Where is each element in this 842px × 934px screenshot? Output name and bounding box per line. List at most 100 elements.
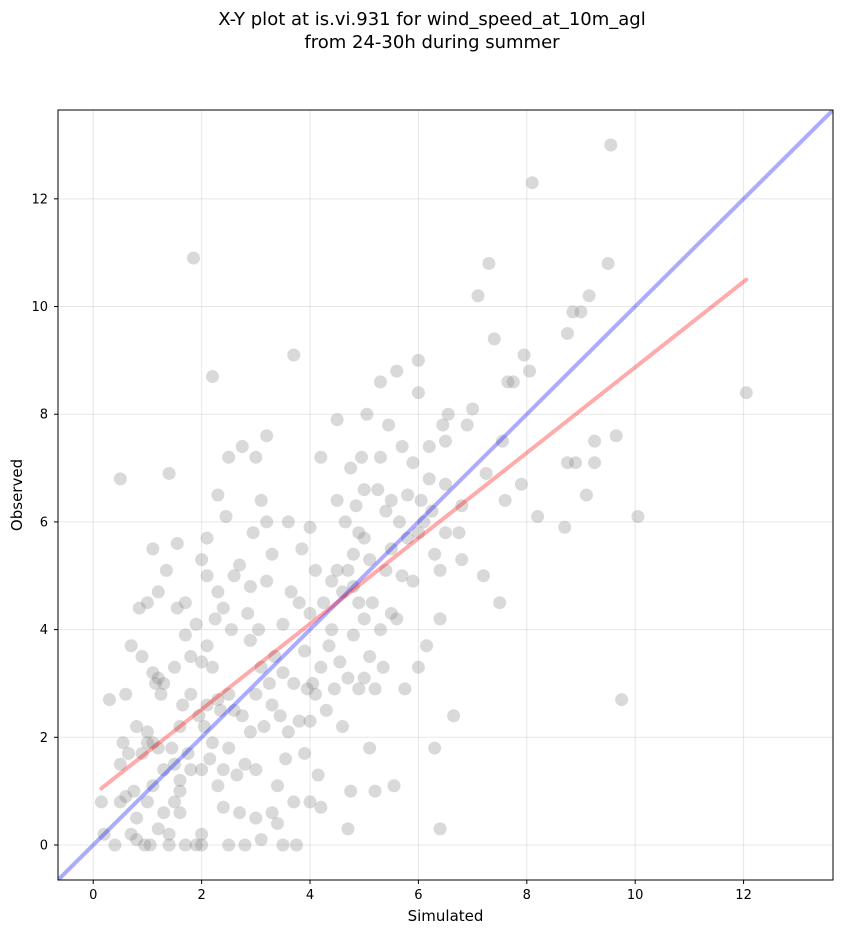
data-point xyxy=(344,784,358,798)
data-point xyxy=(157,806,171,820)
data-point xyxy=(441,407,455,421)
data-point xyxy=(138,838,152,852)
data-point xyxy=(235,709,249,723)
data-point xyxy=(219,510,233,524)
data-point xyxy=(119,687,133,701)
data-point xyxy=(357,531,371,545)
data-point xyxy=(146,736,160,750)
data-point xyxy=(124,827,138,841)
data-point xyxy=(127,784,141,798)
data-point xyxy=(300,682,314,696)
data-point xyxy=(281,725,295,739)
data-point xyxy=(235,440,249,454)
data-point xyxy=(233,806,247,820)
data-point xyxy=(246,526,260,540)
data-point xyxy=(243,725,257,739)
data-point xyxy=(149,676,163,690)
x-tick-label: 8 xyxy=(523,888,531,903)
data-point xyxy=(227,569,241,583)
x-axis-label: Simulated xyxy=(408,907,484,925)
x-tick-label: 4 xyxy=(306,888,314,903)
data-point xyxy=(420,639,434,653)
data-point xyxy=(262,676,276,690)
data-point xyxy=(523,364,537,378)
data-point xyxy=(165,741,179,755)
data-point xyxy=(506,375,520,389)
data-point xyxy=(195,827,209,841)
data-point xyxy=(471,289,485,303)
data-point xyxy=(189,838,203,852)
data-point xyxy=(260,515,274,529)
data-point xyxy=(395,440,409,454)
data-point xyxy=(295,542,309,556)
data-point xyxy=(173,806,187,820)
data-point xyxy=(336,720,350,734)
data-point xyxy=(243,580,257,594)
data-point xyxy=(157,763,171,777)
y-tick-label: 8 xyxy=(40,408,48,423)
data-point xyxy=(121,746,135,760)
data-point xyxy=(227,703,241,717)
data-point xyxy=(336,585,350,599)
data-point xyxy=(108,838,122,852)
data-point xyxy=(352,682,366,696)
y-axis-label: Observed xyxy=(8,459,26,531)
data-point xyxy=(298,644,312,658)
data-point xyxy=(569,456,583,470)
data-point xyxy=(146,666,160,680)
data-point xyxy=(287,348,301,362)
data-point xyxy=(140,725,154,739)
data-point xyxy=(604,138,618,152)
data-point xyxy=(270,816,284,830)
plot-frame xyxy=(57,109,834,881)
data-point xyxy=(184,687,198,701)
data-point xyxy=(401,488,415,502)
data-point xyxy=(216,763,230,777)
identity-line xyxy=(58,110,833,880)
data-point xyxy=(325,574,339,588)
data-point xyxy=(184,650,198,664)
data-point xyxy=(143,838,157,852)
data-point xyxy=(241,606,255,620)
data-point xyxy=(195,763,209,777)
data-point xyxy=(211,585,225,599)
data-point xyxy=(414,493,428,507)
data-point xyxy=(390,612,404,626)
data-point xyxy=(303,520,317,534)
data-point xyxy=(113,757,127,771)
data-point xyxy=(243,633,257,647)
data-point xyxy=(422,440,436,454)
data-point xyxy=(439,477,452,491)
data-point xyxy=(376,660,390,674)
data-point xyxy=(292,714,306,728)
data-point xyxy=(195,838,209,852)
data-point xyxy=(189,617,203,631)
data-point xyxy=(140,736,154,750)
data-point xyxy=(276,666,290,680)
data-point xyxy=(154,687,168,701)
data-point xyxy=(168,660,182,674)
data-point xyxy=(284,585,298,599)
data-point xyxy=(257,720,271,734)
data-point xyxy=(566,305,580,319)
data-point xyxy=(132,601,146,615)
data-point xyxy=(159,563,173,577)
data-point xyxy=(265,698,279,712)
data-point xyxy=(382,418,396,432)
data-point xyxy=(379,563,393,577)
data-point xyxy=(170,536,184,550)
data-point xyxy=(498,493,512,507)
data-point xyxy=(398,682,412,696)
data-point xyxy=(363,650,377,664)
data-point xyxy=(224,623,238,637)
data-point xyxy=(609,429,623,443)
data-point xyxy=(346,628,360,642)
data-point xyxy=(124,639,138,653)
y-tick-label: 4 xyxy=(40,623,48,638)
data-point xyxy=(363,553,377,567)
data-point xyxy=(162,466,176,480)
data-point xyxy=(368,682,382,696)
chart-title-line-1: X-Y plot at is.vi.931 for wind_speed_at_… xyxy=(218,9,645,30)
data-point xyxy=(130,720,144,734)
